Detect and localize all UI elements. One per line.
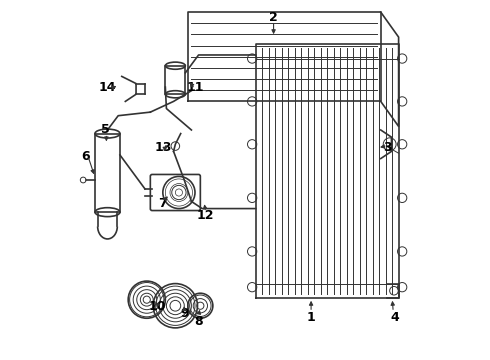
Text: 12: 12: [197, 209, 215, 222]
Text: 11: 11: [186, 81, 204, 94]
Text: 10: 10: [149, 300, 166, 313]
Text: 1: 1: [307, 311, 316, 324]
Bar: [165, 66, 185, 94]
Text: 9: 9: [180, 307, 189, 320]
Text: 7: 7: [158, 197, 167, 210]
Text: 6: 6: [82, 150, 90, 163]
Text: 14: 14: [98, 81, 116, 94]
Text: 4: 4: [391, 311, 399, 324]
Text: 8: 8: [194, 315, 203, 328]
Bar: [95, 134, 120, 212]
Text: 3: 3: [384, 141, 392, 154]
Text: 13: 13: [154, 141, 171, 154]
Text: 2: 2: [269, 11, 278, 24]
Text: 5: 5: [101, 123, 110, 136]
